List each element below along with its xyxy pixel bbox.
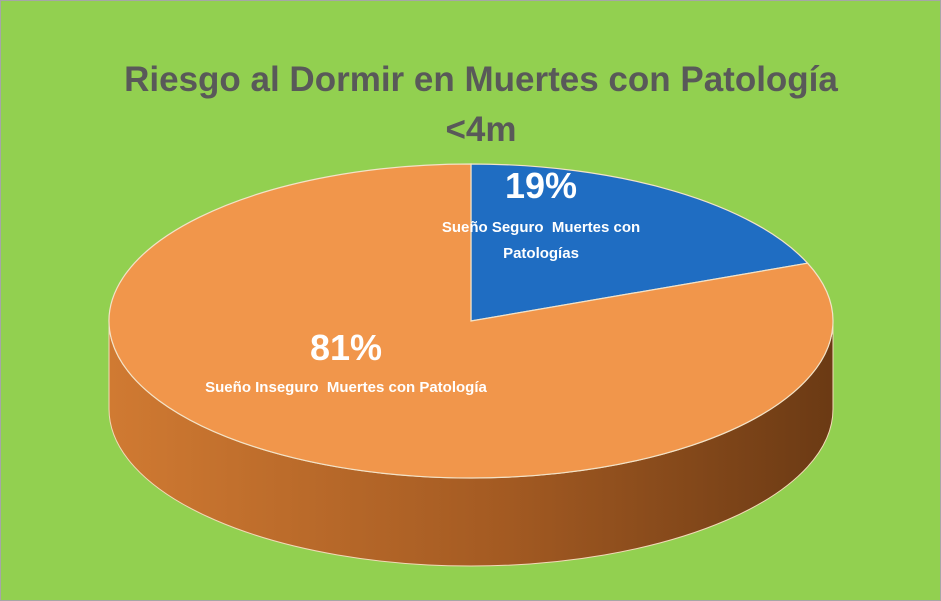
chart-title: Riesgo al Dormir en Muertes con Patologí… bbox=[124, 60, 838, 149]
pie-slice bbox=[108, 163, 834, 479]
data-label: 19% bbox=[504, 165, 578, 206]
data-label: 81% bbox=[309, 327, 383, 368]
category-label: Sueño Inseguro Muertes con Patología bbox=[205, 379, 487, 396]
pie-slice bbox=[470, 163, 809, 322]
category-label: Sueño Seguro Muertes con Patologías bbox=[441, 219, 645, 262]
